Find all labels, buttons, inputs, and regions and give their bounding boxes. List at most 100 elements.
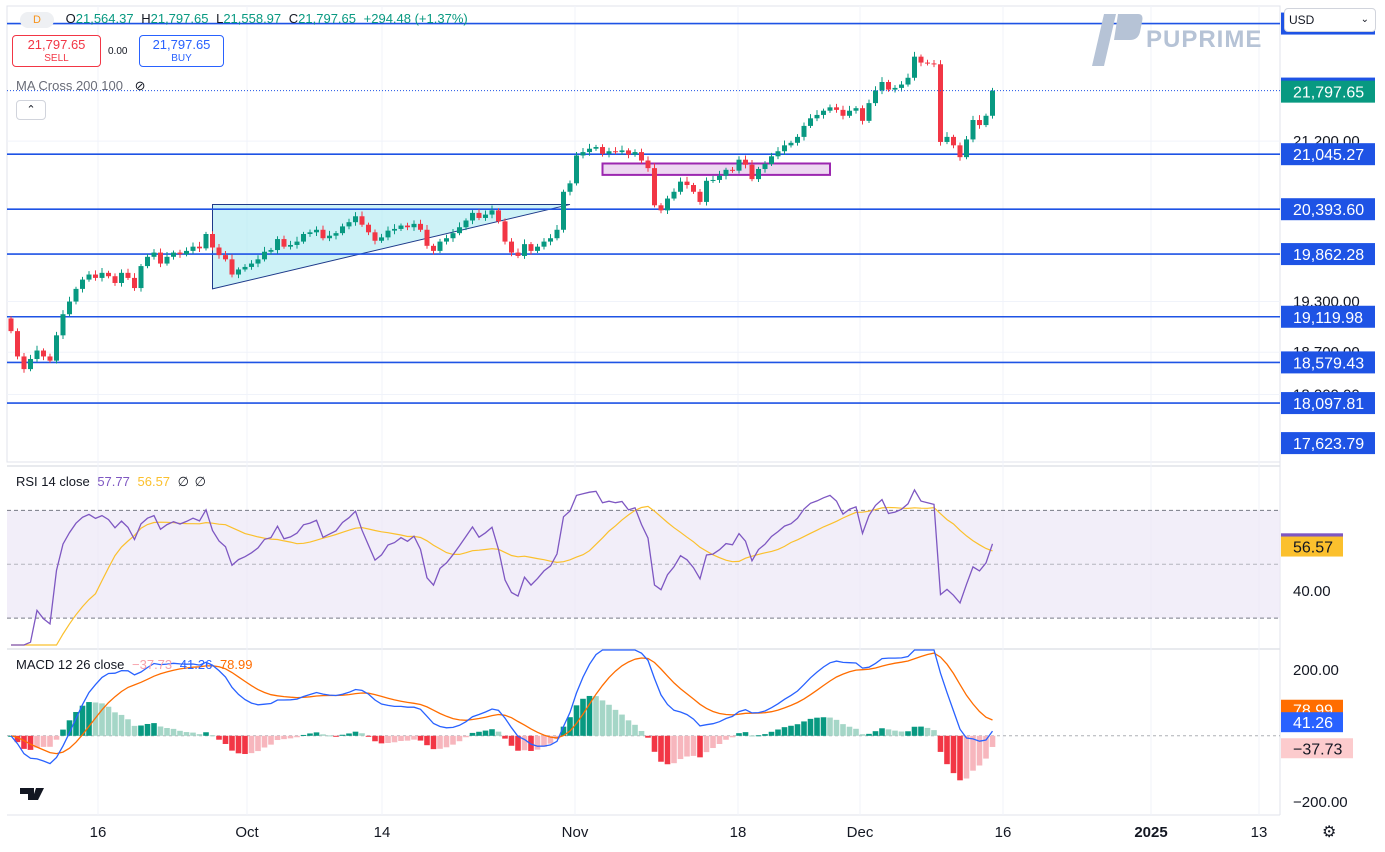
time-tick-label: 13: [1251, 824, 1268, 841]
macd-histogram-bar: [944, 735, 950, 765]
level-label: 21,045.27: [1293, 147, 1364, 164]
axis-label: 17,623.79: [1293, 436, 1364, 453]
level-label: 19,119.98: [1293, 310, 1363, 327]
candle-body: [60, 314, 66, 336]
macd-histogram-bar: [92, 702, 99, 736]
macd-histogram-bar: [859, 734, 866, 736]
interval-badge[interactable]: D: [20, 11, 54, 28]
macd-histogram-bar: [170, 728, 177, 736]
time-tick-label: 16: [90, 824, 107, 841]
candle-body: [392, 228, 397, 231]
chevron-down-icon: ⌄: [1360, 14, 1369, 25]
candle-body: [678, 181, 683, 192]
macd-histogram-bar: [151, 723, 157, 736]
macd-histogram-bar: [788, 725, 794, 736]
macd-histogram-bar: [339, 734, 346, 736]
candle-body: [704, 180, 709, 202]
macd-histogram-bar: [918, 726, 924, 736]
macd-histogram-bar: [450, 735, 456, 745]
candle-body: [710, 179, 716, 181]
macd-histogram-bar: [320, 734, 326, 736]
candle-body: [977, 120, 982, 126]
macd-value-label: 41.26: [1293, 715, 1333, 732]
logo-mark-icon: [1092, 14, 1143, 66]
currency-select[interactable]: USD ⌄: [1284, 8, 1376, 32]
candle-body: [249, 263, 254, 267]
sell-button[interactable]: 21,797.65 SELL: [12, 35, 101, 67]
macd-histogram-bar: [827, 717, 833, 736]
macd-tick-label: 200.00: [1293, 662, 1339, 679]
macd-histogram-bar: [326, 735, 333, 737]
macd-histogram-bar: [541, 735, 547, 747]
candle-body: [184, 250, 189, 255]
candle-body: [502, 221, 508, 242]
ma-indicator-legend[interactable]: MA Cross 200 100 ⊘: [16, 78, 145, 94]
rsi-legend[interactable]: RSI 14 close 57.77 56.57 ∅ ∅: [16, 474, 206, 490]
candle-body: [275, 239, 280, 251]
candle-body: [398, 225, 404, 229]
macd-histogram-bar: [957, 735, 963, 781]
macd-histogram-bar: [502, 735, 508, 739]
candle-body: [8, 318, 14, 332]
macd-line: [10, 649, 994, 765]
currency-value: USD: [1289, 13, 1315, 27]
candle-body: [580, 152, 586, 156]
signal-value: 78.99: [219, 657, 253, 672]
candle-body: [535, 246, 540, 251]
candle-body: [216, 247, 222, 256]
macd-histogram-bar: [229, 735, 235, 751]
buy-button[interactable]: 21,797.65 BUY: [139, 35, 224, 67]
macd-histogram-bar: [677, 735, 684, 760]
macd-histogram-bar: [599, 700, 606, 736]
tradingview-logo-icon: [20, 788, 44, 800]
candle-body: [73, 288, 79, 302]
macd-histogram-bar: [14, 735, 21, 743]
candle-body: [21, 356, 27, 370]
candle-body: [242, 266, 248, 270]
macd-histogram-bar: [235, 735, 242, 754]
macd-histogram-bar: [294, 735, 300, 738]
macd-histogram-bar: [632, 724, 638, 736]
candle-body: [340, 226, 345, 234]
candle-body: [67, 301, 72, 315]
candle-body: [847, 110, 852, 116]
collapse-button[interactable]: ⌃: [16, 100, 46, 120]
macd-histogram-bar: [47, 735, 53, 747]
macd-legend[interactable]: MACD 12 26 close −37.73 41.26 78.99: [16, 657, 252, 672]
candle-body: [899, 84, 904, 88]
macd-histogram-bar: [112, 712, 118, 736]
candle-body: [483, 214, 488, 218]
macd-histogram-bar: [950, 735, 957, 774]
candle-body: [736, 159, 742, 171]
candle-body: [853, 108, 859, 111]
macd-histogram-bar: [573, 705, 580, 736]
macd-histogram-bar: [53, 735, 60, 740]
macd-histogram-bar: [898, 731, 905, 736]
candle-body: [801, 125, 807, 137]
candle-body: [281, 239, 287, 247]
candle-body: [132, 277, 137, 289]
gear-icon[interactable]: ⚙: [1322, 824, 1337, 841]
hide-eye-icon[interactable]: ⊘: [134, 78, 146, 93]
macd-histogram-bar: [820, 717, 827, 736]
macd-histogram-bar: [892, 730, 898, 736]
rsi-value: 57.77: [97, 474, 130, 489]
macd-hist-value: −37.73: [132, 657, 173, 672]
candle-body: [827, 107, 833, 111]
candle-body: [138, 266, 144, 289]
time-tick-label: Nov: [562, 824, 589, 841]
macd-histogram-bar: [489, 729, 495, 736]
candle-body: [808, 118, 813, 126]
candle-body: [112, 276, 118, 283]
candle-body: [333, 233, 339, 236]
macd-histogram-bar: [586, 695, 593, 736]
candle-body: [379, 237, 384, 241]
candle-body: [723, 169, 729, 176]
macd-histogram-bar: [781, 727, 788, 736]
macd-histogram-bar: [853, 728, 859, 736]
macd-histogram-bar: [547, 735, 554, 744]
candle-body: [106, 272, 111, 277]
macd-histogram-bar: [307, 733, 313, 736]
axis-label-bg: [1281, 432, 1375, 455]
